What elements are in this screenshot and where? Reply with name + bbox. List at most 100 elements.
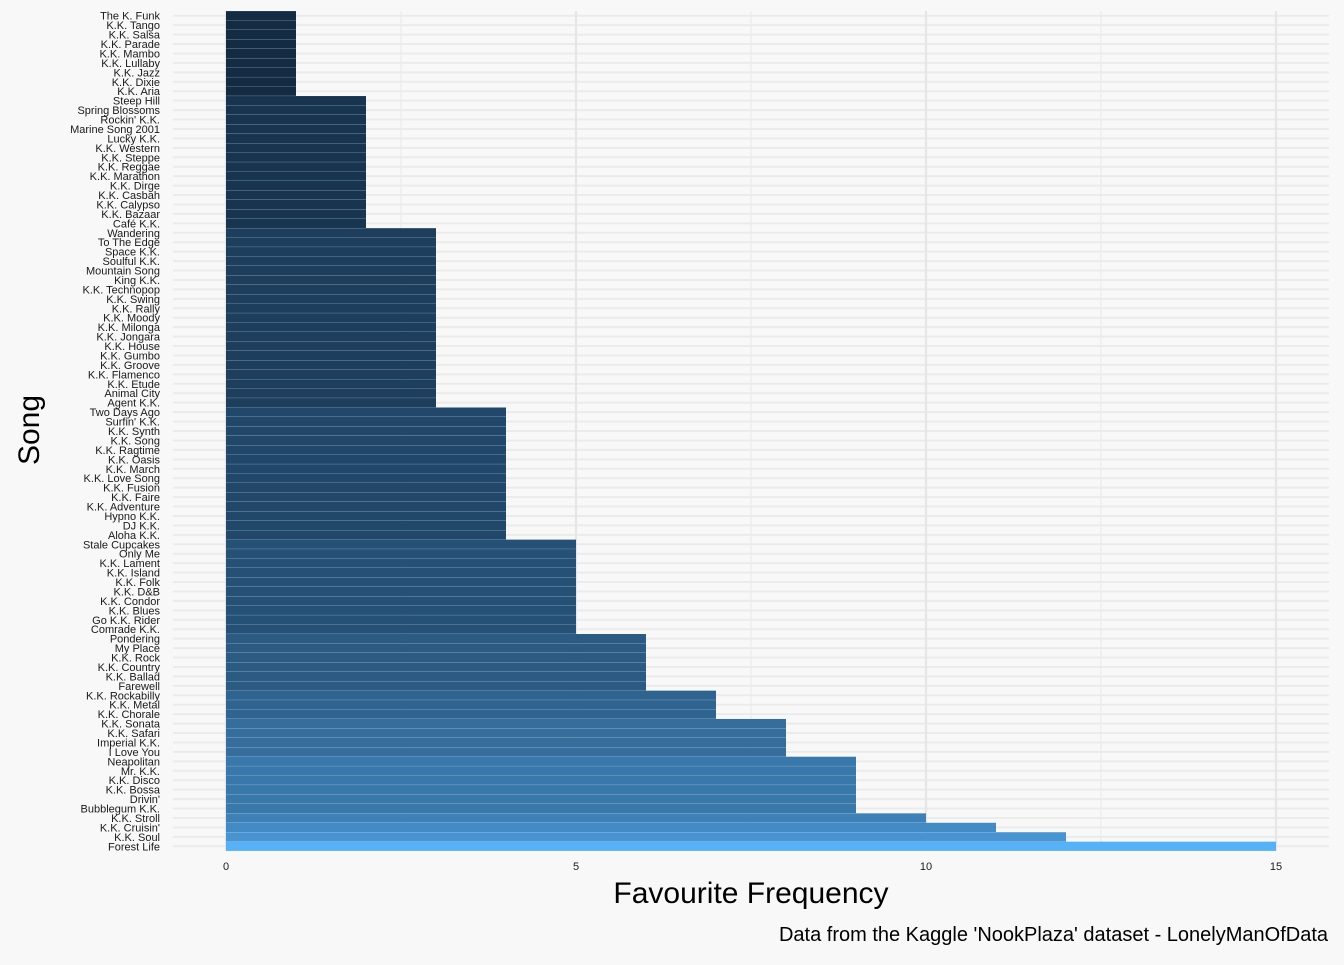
bar bbox=[226, 464, 506, 474]
bar bbox=[226, 747, 786, 757]
category-label: K.K. Ragtime bbox=[95, 445, 160, 457]
category-label: K.K. Parade bbox=[101, 39, 160, 51]
bar bbox=[226, 58, 296, 68]
bar bbox=[226, 209, 366, 219]
category-label: Neapolitan bbox=[107, 756, 160, 768]
category-label: Comrade K.K. bbox=[91, 624, 160, 636]
bar bbox=[226, 803, 856, 814]
bar bbox=[226, 662, 646, 672]
category-label: K.K. Song bbox=[110, 435, 160, 447]
category-label: K.K. Steppe bbox=[101, 152, 160, 164]
bar bbox=[226, 539, 576, 549]
bar bbox=[226, 294, 436, 304]
category-label: Agent K.K. bbox=[107, 398, 160, 410]
bar bbox=[226, 483, 506, 493]
category-label: Only Me bbox=[119, 549, 160, 561]
category-label: To The Edge bbox=[98, 237, 160, 249]
category-label: K.K. Lullaby bbox=[101, 58, 160, 70]
category-label: K.K. Western bbox=[95, 143, 160, 155]
x-tick-label: 15 bbox=[1270, 861, 1282, 873]
category-label: K.K. Disco bbox=[109, 775, 160, 787]
bar bbox=[226, 133, 366, 144]
bar bbox=[226, 190, 366, 200]
bar bbox=[226, 718, 786, 729]
category-label: Stale Cupcakes bbox=[83, 539, 161, 551]
bar bbox=[226, 379, 436, 389]
category-label: Surfin' K.K. bbox=[105, 417, 160, 429]
bar bbox=[226, 331, 436, 342]
category-label: Bubblegum K.K. bbox=[81, 804, 161, 816]
bar bbox=[226, 416, 506, 427]
bar bbox=[226, 426, 506, 436]
bar bbox=[226, 350, 436, 361]
category-label: K.K. Bossa bbox=[106, 785, 161, 797]
bar bbox=[226, 435, 506, 446]
bar bbox=[226, 756, 856, 766]
bar bbox=[226, 605, 576, 615]
category-label: Animal City bbox=[104, 388, 160, 400]
category-label: Pondering bbox=[110, 634, 160, 646]
caption: Data from the Kaggle 'NookPlaza' dataset… bbox=[779, 924, 1329, 946]
bar bbox=[226, 681, 646, 691]
category-label: K.K. Reggae bbox=[98, 162, 160, 174]
category-label: K.K. Synth bbox=[108, 426, 160, 438]
category-label: Marine Song 2001 bbox=[70, 124, 160, 136]
bar bbox=[226, 247, 436, 257]
bar bbox=[226, 48, 296, 59]
bar bbox=[226, 615, 576, 625]
bar bbox=[226, 398, 436, 408]
bar bbox=[226, 86, 296, 96]
bar bbox=[226, 822, 996, 833]
bar bbox=[226, 671, 646, 682]
category-label: K.K. Moody bbox=[103, 313, 160, 325]
bar bbox=[226, 162, 366, 172]
bar bbox=[226, 29, 296, 40]
bar bbox=[226, 690, 716, 700]
bar bbox=[226, 841, 1276, 851]
bar bbox=[226, 96, 366, 106]
bar bbox=[226, 473, 506, 483]
category-label: Mountain Song bbox=[86, 266, 160, 278]
category-label: K.K. Sonata bbox=[101, 719, 161, 731]
category-label: K.K. Salsa bbox=[109, 30, 161, 42]
bar bbox=[226, 407, 506, 417]
bar bbox=[226, 596, 576, 606]
category-label: K.K. Adventure bbox=[87, 502, 160, 514]
category-label: K.K. Rock bbox=[111, 653, 160, 665]
bar bbox=[226, 492, 506, 502]
bar bbox=[226, 501, 506, 512]
category-label: Café K.K. bbox=[113, 218, 160, 230]
bar bbox=[226, 265, 436, 276]
category-label: K.K. Tango bbox=[106, 20, 160, 32]
category-label: K.K. Jongara bbox=[96, 332, 160, 344]
category-label: K.K. Stroll bbox=[111, 813, 160, 825]
bar bbox=[226, 567, 576, 578]
category-label: Forest Life bbox=[108, 841, 160, 853]
category-label: K.K. Jazz bbox=[114, 67, 160, 79]
category-label: K.K. Island bbox=[107, 568, 160, 580]
category-label: K.K. Faire bbox=[111, 492, 160, 504]
bar bbox=[226, 11, 296, 21]
x-tick-label: 0 bbox=[223, 861, 229, 873]
bar bbox=[226, 199, 366, 210]
bar bbox=[226, 586, 576, 597]
bar bbox=[226, 114, 366, 125]
category-label: K.K. Love Song bbox=[84, 473, 160, 485]
bar bbox=[226, 313, 436, 323]
category-label: K.K. Milonga bbox=[98, 322, 161, 334]
category-label: Soulful K.K. bbox=[103, 256, 160, 268]
category-label: My Place bbox=[115, 643, 160, 655]
category-label: K.K. Marathon bbox=[90, 171, 160, 183]
bar bbox=[226, 180, 366, 191]
bar bbox=[226, 709, 716, 719]
bar bbox=[226, 728, 786, 738]
category-label: K.K. Lament bbox=[99, 558, 160, 570]
bar bbox=[226, 558, 576, 568]
category-label: Wandering bbox=[107, 228, 160, 240]
bar bbox=[226, 766, 856, 776]
bar bbox=[226, 577, 576, 587]
bar bbox=[226, 643, 646, 653]
bar bbox=[226, 228, 436, 238]
